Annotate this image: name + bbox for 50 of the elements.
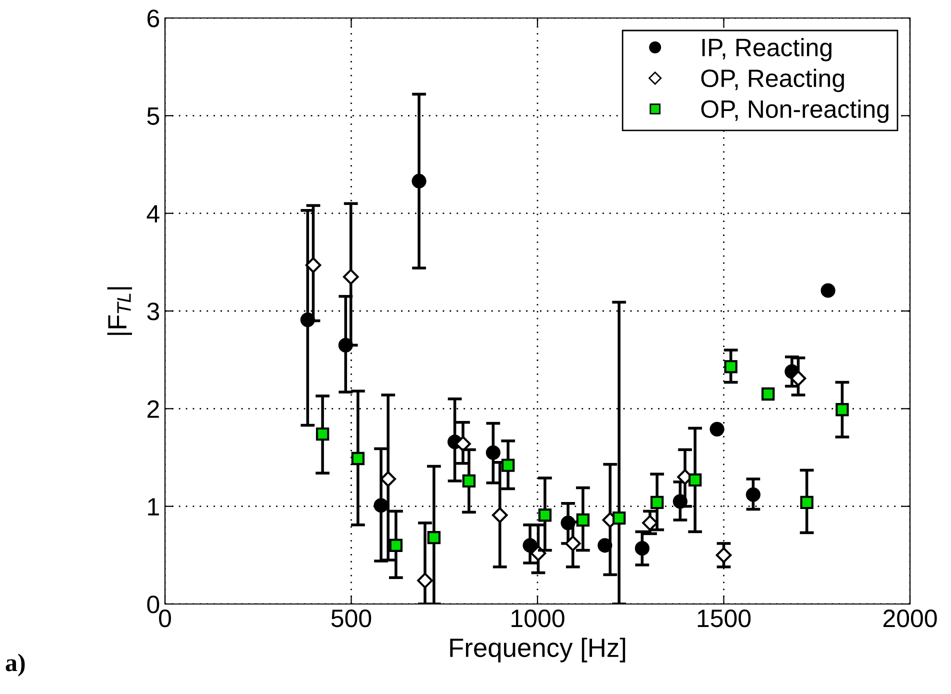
- point: [462, 474, 476, 488]
- y-tick-label: 1: [148, 498, 159, 516]
- point: [501, 458, 515, 472]
- x-axis-title: Frequency [Hz]: [450, 638, 626, 662]
- point: [612, 511, 626, 525]
- point: [486, 445, 500, 460]
- text: a): [6, 654, 25, 676]
- point: [374, 498, 388, 513]
- point: [380, 471, 396, 487]
- point: [724, 360, 738, 374]
- point: [716, 547, 732, 564]
- y-tick-label: 5: [147, 108, 160, 125]
- point: [427, 530, 441, 544]
- legend-label: OP, Non-reacting: [701, 100, 888, 123]
- point: [389, 538, 403, 552]
- point: [710, 422, 724, 436]
- point: [642, 515, 658, 531]
- x-tick-label: 500: [331, 610, 372, 628]
- y-tick-label: 4: [146, 205, 160, 222]
- point: [342, 268, 359, 285]
- y-tick-label: 3: [147, 302, 160, 320]
- point: [800, 496, 814, 510]
- point: [576, 513, 590, 527]
- legend-label: OP, Reacting: [701, 68, 844, 92]
- point: [790, 370, 806, 386]
- point: [564, 536, 581, 552]
- y-tick-label: 2: [147, 400, 159, 418]
- point: [412, 174, 426, 188]
- x-tick-label: 1500: [698, 610, 751, 628]
- point: [316, 427, 330, 441]
- point: [820, 283, 836, 298]
- point: [761, 387, 775, 401]
- point: [746, 487, 760, 502]
- x-tick-label: 2000: [883, 610, 937, 628]
- point: [650, 496, 664, 510]
- x-tick-label: 0: [159, 610, 171, 628]
- point: [688, 473, 702, 487]
- point: [634, 541, 650, 556]
- legend-label: IP, Reacting: [702, 38, 832, 62]
- y-tick-label: 0: [147, 596, 160, 614]
- point: [305, 257, 322, 274]
- point: [417, 572, 433, 588]
- x-tick-label: 1000: [512, 610, 564, 628]
- point: [492, 507, 508, 524]
- y-axis-title: |F$_{TL}$|: [107, 287, 132, 335]
- y-tick-label: 6: [148, 10, 160, 28]
- point: [538, 508, 552, 522]
- point: [351, 452, 365, 466]
- point: [522, 538, 538, 553]
- point: [836, 403, 849, 416]
